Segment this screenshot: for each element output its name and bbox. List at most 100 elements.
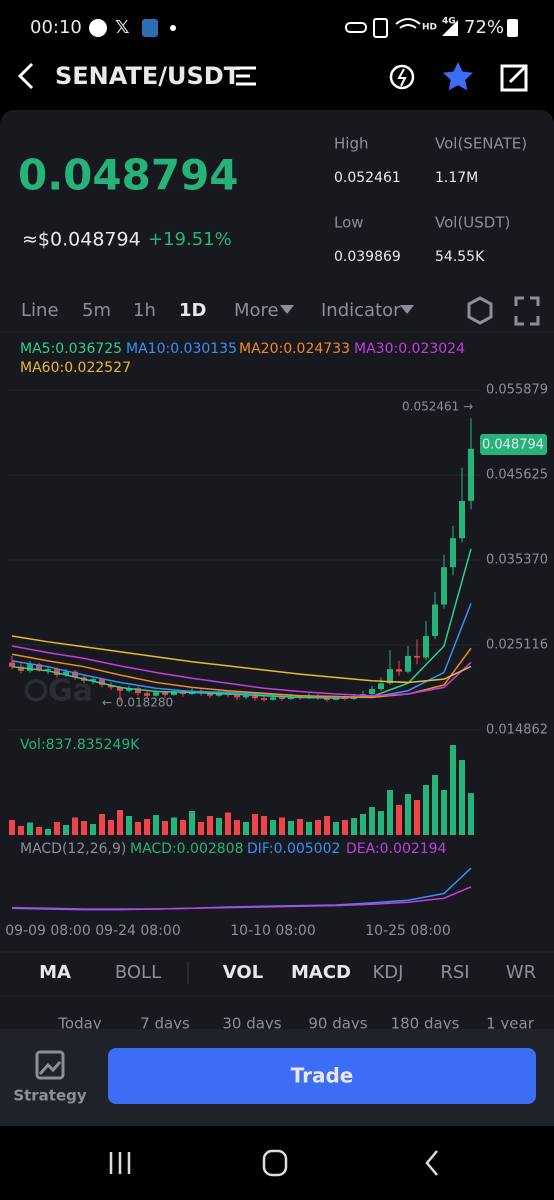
candle-body [108, 684, 114, 688]
volume-bar [432, 775, 438, 835]
range-tab[interactable]: 1 year [486, 1015, 535, 1033]
candle-body [441, 567, 447, 605]
stat-value: 0.052461 [334, 170, 401, 186]
app-icon [142, 19, 158, 37]
candle-body [387, 669, 393, 684]
indicator-tab-active[interactable]: MA [39, 962, 71, 983]
status-time: 00:10 [30, 17, 82, 38]
volume-bar [198, 822, 204, 835]
low-marker: ← 0.018280 [102, 696, 173, 710]
volume-bar [342, 820, 348, 835]
stat-value: 1.17M [435, 170, 478, 186]
volume-bar [270, 820, 276, 835]
candle-body [126, 688, 132, 691]
y-tick-label: 0.055879 [486, 383, 548, 398]
macd-legend: MACD:0.002808 [130, 841, 243, 857]
y-tick-label: 0.014862 [486, 723, 548, 738]
candle-body [468, 448, 474, 501]
fullscreen-button[interactable] [514, 296, 540, 326]
candle-body [378, 683, 384, 690]
candle-body [234, 694, 240, 698]
strategy-icon [35, 1050, 65, 1080]
volume-bar [144, 819, 150, 835]
interval-tab[interactable]: 1h [133, 300, 156, 321]
candle-body [423, 636, 429, 658]
y-tick-label: 0.025116 [486, 638, 548, 653]
volume-bar [369, 807, 375, 835]
volume-bar [54, 822, 60, 835]
volume-bar [135, 822, 141, 835]
dropdown-arrow [400, 305, 414, 314]
ma-legend: MA60:0.022527 [20, 360, 131, 376]
ma-line [11, 548, 472, 699]
interval-tab[interactable]: Line [21, 300, 59, 321]
candle-body [414, 655, 420, 658]
candle-body [54, 669, 60, 675]
volume-bar [378, 811, 384, 835]
indicator-tab[interactable]: RSI [440, 962, 469, 983]
interval-tab[interactable]: 5m [82, 300, 111, 321]
volume-bar [315, 820, 321, 835]
volume-bar [324, 816, 330, 835]
range-tab[interactable]: 180 days [391, 1015, 460, 1033]
volume-bar [216, 818, 222, 835]
candle-body [99, 679, 105, 685]
candle-body [27, 664, 33, 671]
interval-tab-active[interactable]: 1D [179, 300, 206, 321]
macd-legend: DIF:0.005002 [247, 841, 340, 857]
volume-bar [261, 816, 267, 835]
indicator-tab[interactable]: BOLL [115, 962, 161, 983]
volume-bar [360, 814, 366, 835]
candle-body [171, 691, 177, 695]
key-icon [345, 22, 367, 33]
interval-tab[interactable]: Indicator [321, 300, 401, 321]
candle-body [261, 698, 267, 700]
range-tab[interactable]: Today [57, 1015, 102, 1033]
pair-menu[interactable] [236, 66, 256, 86]
candle-body [450, 538, 456, 568]
volume-bar [288, 821, 294, 835]
trade-label[interactable]: Trade [291, 1064, 354, 1088]
alert-button[interactable] [389, 64, 415, 90]
back-button[interactable] [17, 62, 34, 90]
ma-line [11, 635, 472, 684]
strategy-button[interactable]: Strategy [13, 1087, 87, 1105]
indicator-tab-active[interactable]: MACD [291, 962, 351, 983]
range-tab[interactable]: 30 days [222, 1015, 281, 1033]
favorite-button[interactable] [443, 62, 473, 91]
candle-body [90, 679, 96, 681]
pair-title[interactable]: SENATE/USDT [55, 62, 241, 90]
volume-bar [9, 820, 15, 835]
interval-tab[interactable]: More [234, 300, 279, 321]
nav-recents[interactable] [109, 1152, 131, 1174]
share-button[interactable] [500, 64, 528, 92]
candle-body [117, 687, 123, 691]
candle-body [144, 693, 150, 696]
trade-button[interactable] [108, 1048, 536, 1104]
settings-button[interactable] [467, 296, 493, 325]
volume-bar [252, 814, 258, 835]
nav-back[interactable] [425, 1150, 438, 1176]
y-tick-label: 0.045625 [486, 467, 548, 482]
candle-body [432, 604, 438, 637]
indicator-tab-active[interactable]: VOL [223, 962, 263, 983]
candle-body [9, 662, 15, 667]
indicator-tab[interactable]: KDJ [373, 962, 404, 983]
range-tab[interactable]: 90 days [308, 1015, 367, 1033]
volume-bar [162, 821, 168, 835]
battery-icon [507, 19, 518, 37]
alert-icon [397, 68, 407, 87]
indicator-tab[interactable]: WR [506, 962, 536, 983]
volume-bar [99, 814, 105, 835]
volume-bar [306, 822, 312, 835]
candle-body [72, 671, 78, 678]
signal-icon [442, 20, 458, 36]
stat-value: 54.55K [435, 249, 485, 265]
range-tab[interactable]: 7 days [140, 1015, 190, 1033]
stat-label: Vol(SENATE) [435, 135, 527, 153]
volume-bar [36, 827, 42, 835]
volume-bar [450, 745, 456, 835]
nav-home[interactable] [262, 1149, 288, 1177]
volume-bar [45, 829, 51, 835]
